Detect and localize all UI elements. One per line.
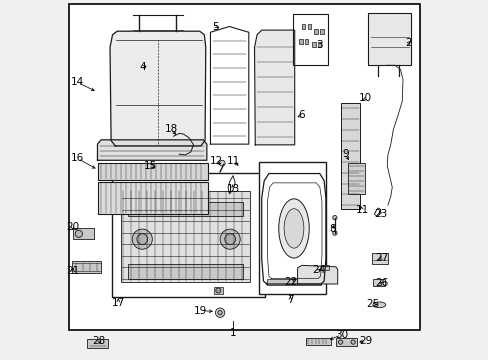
Circle shape xyxy=(215,288,221,293)
Bar xyxy=(371,253,387,264)
Bar xyxy=(311,42,315,47)
Circle shape xyxy=(220,229,240,249)
Text: 16: 16 xyxy=(71,153,84,163)
Bar xyxy=(305,338,330,345)
Text: 10: 10 xyxy=(358,93,371,103)
Bar xyxy=(335,338,356,346)
Text: 29: 29 xyxy=(358,336,371,346)
Text: 11: 11 xyxy=(226,156,239,166)
Bar xyxy=(98,163,207,180)
Text: 4: 4 xyxy=(139,62,145,72)
Text: 13: 13 xyxy=(226,184,240,194)
Text: 11: 11 xyxy=(355,206,368,216)
Bar xyxy=(128,202,242,216)
Text: 17: 17 xyxy=(111,298,124,308)
Circle shape xyxy=(332,231,336,235)
Text: 7: 7 xyxy=(286,295,293,305)
Bar xyxy=(340,103,360,209)
Bar xyxy=(72,261,101,273)
Bar xyxy=(347,163,364,194)
Bar xyxy=(307,24,310,30)
Bar xyxy=(258,162,325,294)
Bar xyxy=(128,264,242,279)
Bar xyxy=(266,279,321,285)
Bar xyxy=(304,39,308,44)
Text: 12: 12 xyxy=(209,156,223,166)
Ellipse shape xyxy=(284,209,303,248)
Text: 2: 2 xyxy=(405,38,411,48)
Circle shape xyxy=(215,308,224,318)
Text: 22: 22 xyxy=(283,277,296,287)
Bar xyxy=(317,42,321,47)
Bar xyxy=(121,191,249,282)
Text: 21: 21 xyxy=(66,266,80,276)
Text: 19: 19 xyxy=(194,306,207,315)
Text: 1: 1 xyxy=(229,328,236,338)
Circle shape xyxy=(132,229,152,249)
Polygon shape xyxy=(97,140,206,160)
Text: 24: 24 xyxy=(312,265,325,275)
Text: 23: 23 xyxy=(373,209,386,219)
Circle shape xyxy=(338,340,342,344)
Text: 26: 26 xyxy=(374,278,387,288)
Circle shape xyxy=(332,216,336,220)
Bar xyxy=(320,265,329,270)
Bar xyxy=(298,39,302,44)
Text: 20: 20 xyxy=(66,222,79,231)
Bar xyxy=(314,29,317,34)
Text: 15: 15 xyxy=(143,161,157,171)
Circle shape xyxy=(137,234,147,244)
Text: 14: 14 xyxy=(71,77,84,87)
Polygon shape xyxy=(110,31,205,146)
Bar xyxy=(112,173,265,297)
Polygon shape xyxy=(254,30,294,145)
Bar xyxy=(214,287,223,294)
Bar xyxy=(98,182,207,214)
Text: 25: 25 xyxy=(366,300,379,310)
Bar xyxy=(372,279,384,286)
Text: 18: 18 xyxy=(164,124,177,134)
Bar xyxy=(87,338,108,348)
Circle shape xyxy=(75,230,82,237)
Circle shape xyxy=(219,160,224,166)
Ellipse shape xyxy=(372,302,385,308)
Text: 9: 9 xyxy=(342,149,348,159)
Bar xyxy=(293,14,327,64)
Text: 6: 6 xyxy=(297,111,304,121)
Text: 28: 28 xyxy=(92,336,106,346)
Polygon shape xyxy=(297,265,337,284)
Text: 30: 30 xyxy=(334,330,347,340)
Bar xyxy=(301,24,305,30)
Circle shape xyxy=(224,234,235,244)
Bar xyxy=(73,228,94,239)
Text: 8: 8 xyxy=(328,225,335,234)
Ellipse shape xyxy=(278,199,308,258)
Text: 5: 5 xyxy=(212,22,219,32)
Text: 27: 27 xyxy=(374,253,387,263)
Circle shape xyxy=(350,340,355,344)
Text: 3: 3 xyxy=(316,40,323,50)
Bar xyxy=(367,13,410,65)
Bar xyxy=(320,29,323,34)
Circle shape xyxy=(218,311,222,315)
